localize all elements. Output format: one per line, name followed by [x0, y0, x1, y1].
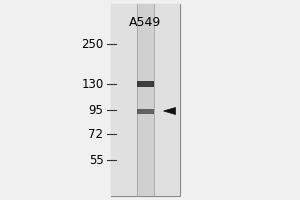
Bar	[111, 4, 180, 196]
Bar	[137, 4, 154, 196]
Text: 72: 72	[88, 128, 104, 140]
Text: 130: 130	[81, 77, 104, 90]
Text: 95: 95	[88, 104, 104, 116]
Text: 55: 55	[89, 154, 104, 166]
Text: 250: 250	[81, 38, 104, 50]
Bar	[111, 4, 137, 196]
Bar	[137, 81, 154, 87]
Polygon shape	[164, 108, 175, 114]
Text: A549: A549	[129, 16, 162, 29]
Bar	[137, 108, 154, 114]
Bar	[154, 4, 180, 196]
